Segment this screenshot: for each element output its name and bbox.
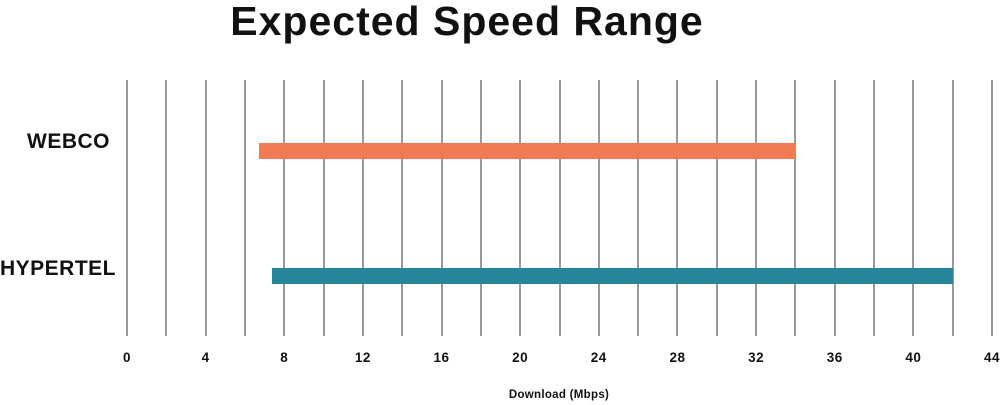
gridline-x-12 <box>361 80 364 336</box>
gridline-x-14 <box>401 80 404 336</box>
x-tick-label-44: 44 <box>983 350 1001 365</box>
gridline-x-26 <box>637 80 640 336</box>
category-label-hypertel: HYPERTEL <box>0 257 117 280</box>
gridline-x-8 <box>283 80 286 336</box>
gridline-x-34 <box>794 80 797 336</box>
plot-area <box>126 80 993 336</box>
category-axis: WEBCO HYPERTEL <box>0 0 117 405</box>
gridline-x-24 <box>597 80 600 336</box>
gridline-x-32 <box>755 80 758 336</box>
gridline-x-38 <box>873 80 876 336</box>
x-tick-label-12: 12 <box>354 350 371 365</box>
category-label-webco: WEBCO <box>27 130 110 153</box>
gridline-x-36 <box>833 80 836 336</box>
range-bar-hypertel <box>272 267 953 284</box>
gridline-x-4 <box>204 80 207 336</box>
x-tick-label-4: 4 <box>201 350 210 365</box>
x-tick-label-24: 24 <box>590 350 607 365</box>
range-bar-webco <box>258 142 796 159</box>
gridline-x-30 <box>715 80 718 336</box>
gridline-x-0 <box>126 80 128 336</box>
gridline-x-42 <box>951 80 954 336</box>
x-tick-label-20: 20 <box>512 350 529 365</box>
x-axis-title: Download (Mbps) <box>508 389 610 401</box>
x-tick-label-36: 36 <box>826 350 843 365</box>
gridline-x-20 <box>519 80 522 336</box>
gridline-x-40 <box>912 80 915 336</box>
gridline-x-18 <box>479 80 482 336</box>
x-tick-label-8: 8 <box>280 350 289 365</box>
x-tick-label-16: 16 <box>433 350 450 365</box>
gridline-x-22 <box>558 80 561 336</box>
gridline-x-10 <box>322 80 325 336</box>
gridline-x-2 <box>165 80 168 336</box>
x-tick-label-28: 28 <box>669 350 686 365</box>
gridline-x-16 <box>440 80 443 336</box>
chart-title: Expected Speed Range <box>230 0 704 44</box>
gridline-x-6 <box>243 80 246 336</box>
gridline-x-44 <box>991 80 993 336</box>
x-tick-label-32: 32 <box>748 350 765 365</box>
gridline-x-28 <box>676 80 679 336</box>
x-tick-label-40: 40 <box>905 350 922 365</box>
x-tick-label-0: 0 <box>122 350 132 365</box>
